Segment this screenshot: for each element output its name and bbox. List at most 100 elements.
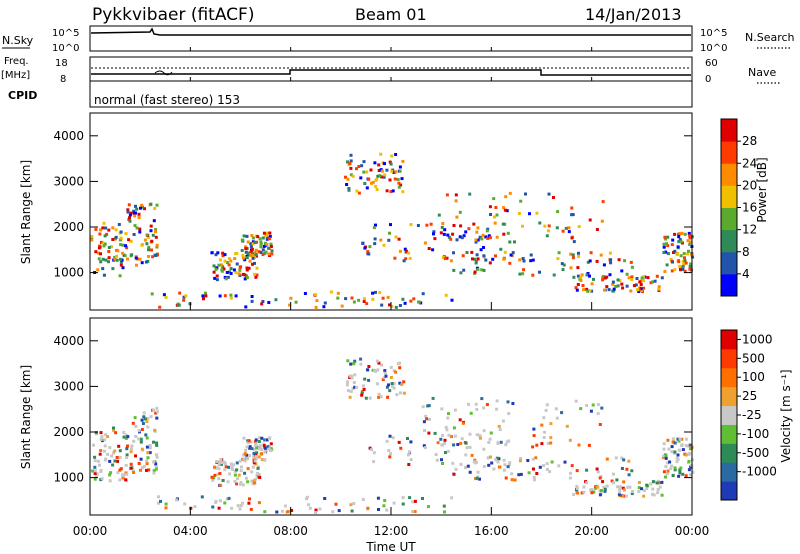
backscatter-cell [490,461,494,465]
backscatter-cell [367,252,371,256]
backscatter-cell [618,490,622,494]
backscatter-cell [385,189,389,193]
backscatter-cell [331,510,335,514]
backscatter-cell [215,459,219,463]
backscatter-cell [93,459,97,463]
backscatter-cell [651,480,655,484]
nsearch-tick-bottom: 10^0 [700,43,727,54]
backscatter-cell [378,291,382,295]
backscatter-cell [545,467,549,471]
backscatter-cell [353,385,357,389]
backscatter-cell [119,236,123,240]
backscatter-cell [371,368,375,372]
backscatter-cell [453,434,457,438]
backscatter-cell [531,445,535,449]
backscatter-cell [599,489,603,492]
backscatter-cell [263,510,267,514]
backscatter-cell [402,391,406,395]
backscatter-cell [133,416,137,420]
backscatter-cell [233,473,237,477]
backscatter-cell [666,235,670,239]
backscatter-cell [380,303,384,307]
backscatter-cell [555,226,559,230]
backscatter-cell [506,400,510,404]
colorbar-swatch [721,462,737,482]
backscatter-cell [462,268,466,272]
backscatter-cell [349,362,353,366]
backscatter-cell [157,495,160,499]
backscatter-cell [445,428,449,432]
backscatter-cell [175,498,178,502]
backscatter-cell [688,240,692,244]
backscatter-cell [365,170,369,174]
backscatter-cell [139,457,143,461]
backscatter-cell [201,294,205,298]
backscatter-cell [533,478,536,482]
backscatter-cell [660,480,664,484]
backscatter-cell [670,269,674,273]
backscatter-cell [666,461,669,465]
backscatter-cell [545,403,549,407]
backscatter-cell [473,257,477,261]
backscatter-cell [362,387,366,391]
backscatter-cell [486,456,490,460]
backscatter-cell [146,236,150,239]
backscatter-cell [411,500,415,504]
backscatter-cell [264,448,268,452]
backscatter-cell [245,453,249,457]
backscatter-cell [391,189,395,193]
backscatter-cell [642,279,646,283]
backscatter-cell [140,243,144,247]
backscatter-cell [482,447,486,451]
backscatter-cell [155,243,159,247]
backscatter-cell [219,458,223,461]
y-tick-label: 2000 [53,220,84,234]
backscatter-cell [417,300,421,304]
x-tick-label: 16:00 [474,524,509,538]
backscatter-cell [475,433,479,437]
backscatter-cell [228,472,232,476]
backscatter-cell [517,473,521,477]
backscatter-cell [99,260,103,264]
nave-tick-top: 60 [705,58,718,69]
backscatter-cell [245,274,248,278]
backscatter-cell [394,370,398,374]
backscatter-cell [363,182,367,185]
backscatter-cell [353,359,357,363]
backscatter-cell [389,376,393,379]
backscatter-cell [140,261,144,265]
backscatter-cell [474,402,478,406]
backscatter-cell [666,244,670,248]
backscatter-cell [398,381,402,385]
backscatter-cell [178,291,182,295]
backscatter-cell [503,250,507,254]
backscatter-cell [280,509,284,513]
backscatter-cell [492,197,496,201]
backscatter-cell [348,395,352,399]
backscatter-cell [383,371,387,375]
backscatter-cell [681,260,685,263]
backscatter-cell [460,437,464,441]
backscatter-cell [393,256,397,260]
backscatter-cell [662,442,666,446]
backscatter-cell [570,236,574,240]
backscatter-cell [90,238,94,242]
backscatter-cell [137,437,141,441]
backscatter-cell [261,236,265,240]
backscatter-cell [620,494,624,498]
backscatter-cell [217,506,221,510]
backscatter-cell [474,477,478,481]
backscatter-cell [611,280,615,284]
backscatter-cell [462,234,466,238]
backscatter-cell [680,231,684,235]
backscatter-cell [675,456,679,460]
backscatter-cell [213,276,217,280]
beam-title: Beam 01 [355,5,427,24]
backscatter-cell [144,433,148,437]
backscatter-cell [113,459,117,463]
backscatter-cell [129,211,133,215]
backscatter-cell [99,228,103,232]
backscatter-cell [615,478,619,482]
backscatter-cell [350,296,354,300]
backscatter-cell [596,412,600,416]
